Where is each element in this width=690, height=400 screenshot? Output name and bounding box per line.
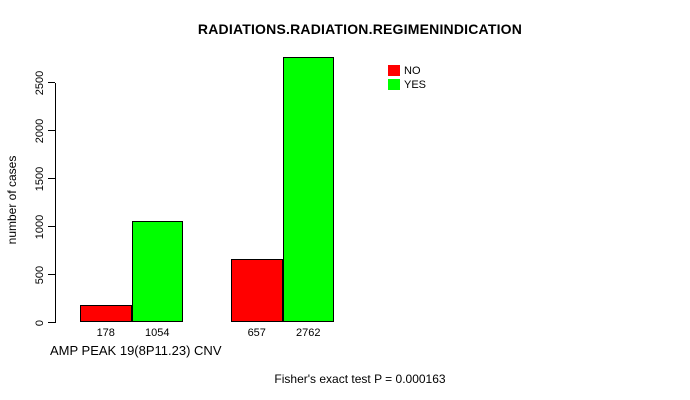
bar-count-label: 2762 [296, 326, 321, 339]
x-axis-label: AMP PEAK 19(8P11.23) CNV [50, 343, 222, 358]
y-axis-tick [48, 226, 55, 227]
chart-title: RADIATIONS.RADIATION.REGIMENINDICATION [197, 21, 523, 37]
bar-count-label: 657 [247, 326, 266, 339]
bar-yes-group2 [282, 57, 334, 323]
y-axis-line [55, 82, 56, 323]
y-axis-tick [48, 178, 55, 179]
legend-label: YES [404, 78, 427, 91]
y-axis-tick [48, 322, 55, 323]
bar-no-group2 [231, 259, 283, 323]
y-axis-tick [48, 274, 55, 275]
legend-entry-no: NO [388, 64, 426, 77]
y-axis-tick-label: 2500 [34, 70, 46, 95]
bar-count-label: 1054 [145, 326, 170, 339]
bar-yes-group1 [131, 221, 183, 323]
bar-no-group1 [80, 305, 132, 323]
bar-count-label: 178 [96, 326, 115, 339]
legend-swatch-no [388, 65, 400, 76]
fisher-test-annotation: Fisher's exact test P = 0.000163 [274, 372, 446, 386]
y-axis-tick [48, 82, 55, 83]
legend-swatch-yes [388, 79, 400, 90]
legend: NO YES [388, 64, 426, 92]
legend-entry-yes: YES [388, 78, 426, 91]
y-axis-label: number of cases [5, 155, 19, 245]
legend-label: NO [404, 64, 421, 77]
y-axis-tick [48, 130, 55, 131]
